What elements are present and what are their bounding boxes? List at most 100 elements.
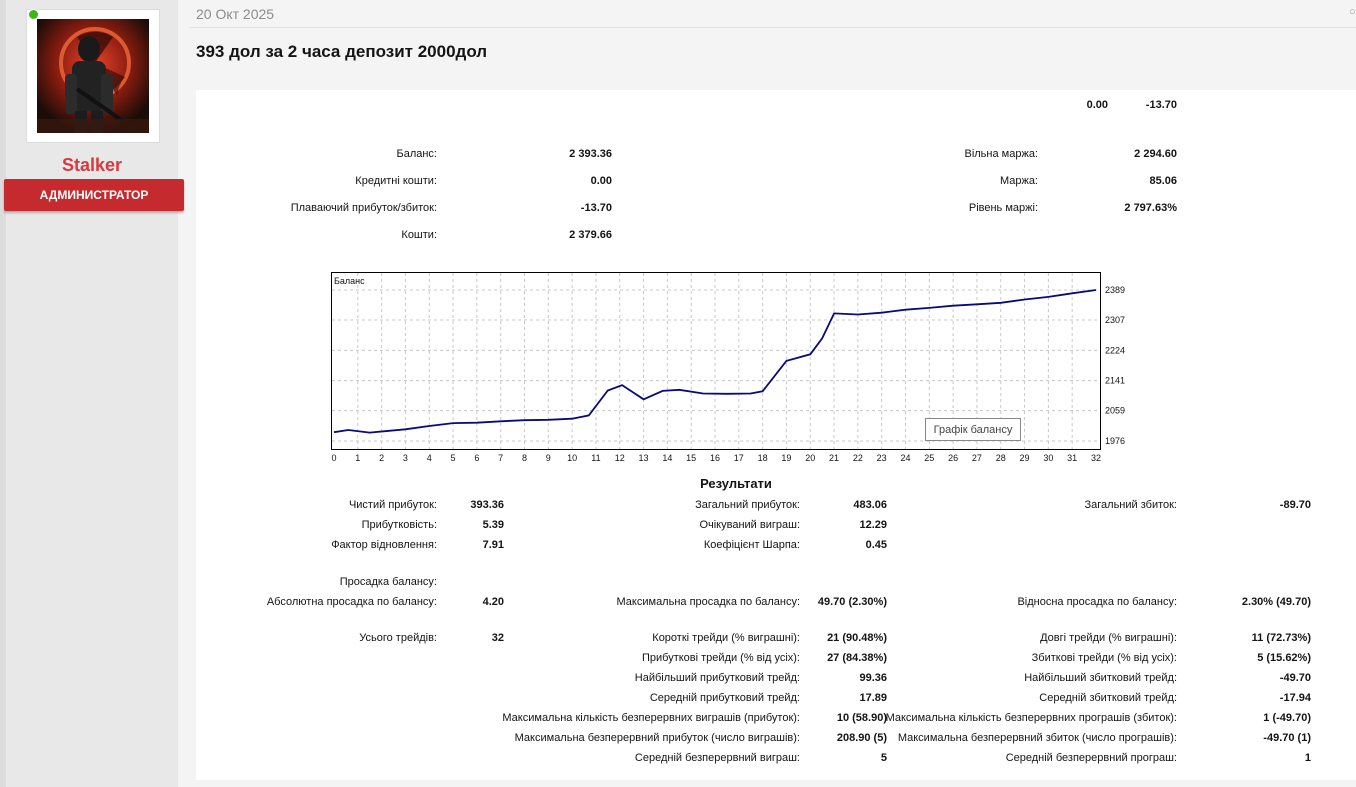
x-tick-label: 17 [734, 453, 744, 463]
x-tick-label: 7 [498, 453, 503, 463]
online-status-indicator [28, 9, 39, 20]
margin-level-value: 2 797.63% [1124, 202, 1177, 214]
result-label: Коефіцієнт Шарпа: [703, 539, 800, 551]
result-value: 12.29 [859, 519, 887, 531]
result-value: 208.90 (5) [836, 732, 887, 744]
result-value: 5 [880, 752, 887, 764]
result-value: 483.06 [853, 499, 887, 511]
role-banner: АДМИНИСТРАТОР [4, 179, 184, 211]
x-tick-label: 2 [379, 453, 384, 463]
results-title: Результати [700, 476, 772, 491]
x-tick-label: 19 [781, 453, 791, 463]
result-value: 10 (58.90) [836, 712, 887, 724]
credit-value: 0.00 [590, 175, 612, 187]
ellipsis-icon[interactable]: ○ [1349, 6, 1356, 18]
result-label: Максимальна кількість безперервних вигра… [502, 712, 800, 724]
result-value: 21 (90.48%) [827, 632, 887, 644]
y-tick-label: 2307 [1105, 315, 1125, 325]
result-label: Середній прибутковий трейд: [649, 692, 800, 704]
result-label: Очікуваний виграш: [699, 519, 800, 531]
x-tick-label: 1 [355, 453, 360, 463]
result-label: Максимальна кількість безперервних прогр… [885, 712, 1177, 724]
post-date[interactable]: 20 Окт 2025 [196, 6, 275, 22]
x-tick-label: 16 [710, 453, 720, 463]
result-value: 7.91 [482, 539, 504, 551]
x-tick-label: 12 [615, 453, 625, 463]
y-tick-label: 2059 [1105, 406, 1125, 416]
result-label: Найбільший збитковий трейд: [1024, 672, 1177, 684]
top-left-value: 0.00 [1086, 99, 1108, 111]
free-margin-label: Вільна маржа: [964, 148, 1038, 160]
result-label: Максимальна просадка по балансу: [616, 596, 800, 608]
result-value: 5.39 [482, 519, 504, 531]
result-label: Прибутковість: [361, 519, 437, 531]
result-value: 393.36 [470, 499, 504, 511]
result-label: Довгі трейди (% виграшні): [1040, 632, 1177, 644]
result-label: Чистий прибуток: [348, 499, 437, 511]
x-tick-label: 11 [591, 453, 600, 463]
x-tick-label: 13 [639, 453, 649, 463]
y-tick-label: 2224 [1105, 345, 1125, 355]
result-value: -49.70 (1) [1263, 732, 1311, 744]
x-tick-label: 5 [451, 453, 456, 463]
margin-level-label: Рівень маржі: [968, 202, 1038, 214]
result-label: Усього трейдів: [359, 632, 437, 644]
margin-label: Маржа: [999, 175, 1038, 187]
result-label: Максимальна безперервний збиток (число п… [897, 732, 1177, 744]
y-tick-label: 2141 [1105, 376, 1125, 386]
result-value: 0.45 [865, 539, 887, 551]
result-label: Короткі трейди (% виграшні): [652, 632, 800, 644]
avatar[interactable] [37, 19, 149, 133]
x-tick-label: 15 [686, 453, 696, 463]
balance-value: 2 393.36 [569, 148, 612, 160]
x-tick-label: 32 [1091, 453, 1101, 463]
result-value: 49.70 (2.30%) [817, 596, 887, 608]
x-tick-label: 30 [1043, 453, 1053, 463]
avatar-frame[interactable] [26, 9, 160, 143]
result-label: Загальний збиток: [1084, 499, 1178, 511]
x-tick-label: 10 [567, 453, 577, 463]
floating-value: -13.70 [580, 202, 612, 214]
floating-label: Плаваючий прибуток/збиток: [290, 202, 437, 214]
x-tick-label: 20 [805, 453, 815, 463]
result-label: Середній збитковий трейд: [1039, 692, 1177, 704]
x-tick-label: 14 [662, 453, 672, 463]
balance-series-line [333, 289, 1097, 434]
result-value: 4.20 [482, 596, 504, 608]
author-name[interactable]: Stalker [61, 155, 123, 175]
x-tick-label: 9 [546, 453, 551, 463]
y-tick-label: 2389 [1105, 285, 1125, 295]
x-tick-label: 8 [522, 453, 527, 463]
x-tick-label: 24 [900, 453, 910, 463]
x-tick-label: 26 [948, 453, 958, 463]
x-tick-label: 27 [972, 453, 982, 463]
x-tick-label: 18 [758, 453, 768, 463]
result-label: Збиткові трейди (% від усіх): [1031, 652, 1177, 664]
result-value: -49.70 [1279, 672, 1311, 684]
x-tick-label: 0 [331, 453, 336, 463]
x-tick-label: 31 [1067, 453, 1077, 463]
result-value: 27 (84.38%) [827, 652, 887, 664]
x-tick-label: 4 [427, 453, 432, 463]
credit-label: Кредитні кошти: [355, 175, 437, 187]
result-label: Середній безперервний виграш: [634, 752, 800, 764]
result-label: Абсолютна просадка по балансу: [266, 596, 437, 608]
x-tick-label: 29 [1020, 453, 1030, 463]
result-label: Загальний прибуток: [695, 499, 800, 511]
result-label: Прибуткові трейди (% від усіх): [641, 652, 800, 664]
x-tick-label: 21 [829, 453, 839, 463]
result-value: 17.89 [859, 692, 887, 704]
post-title: 393 дол за 2 часа депозит 2000дол [196, 42, 488, 61]
result-value: 2.30% (49.70) [1241, 596, 1311, 608]
result-value: 99.36 [859, 672, 887, 684]
x-tick-label: 6 [474, 453, 479, 463]
free-margin-value: 2 294.60 [1134, 148, 1177, 160]
result-label: Максимальна безперервний прибуток (число… [514, 732, 800, 744]
equity-label: Кошти: [401, 229, 437, 241]
chart-title: Баланс [334, 276, 365, 286]
x-tick-label: 25 [924, 453, 934, 463]
result-label: Найбільший прибутковий трейд: [634, 672, 800, 684]
top-right-value: -13.70 [1145, 99, 1177, 111]
chart-legend: Графік балансу [925, 418, 1021, 441]
result-value: -17.94 [1279, 692, 1311, 704]
